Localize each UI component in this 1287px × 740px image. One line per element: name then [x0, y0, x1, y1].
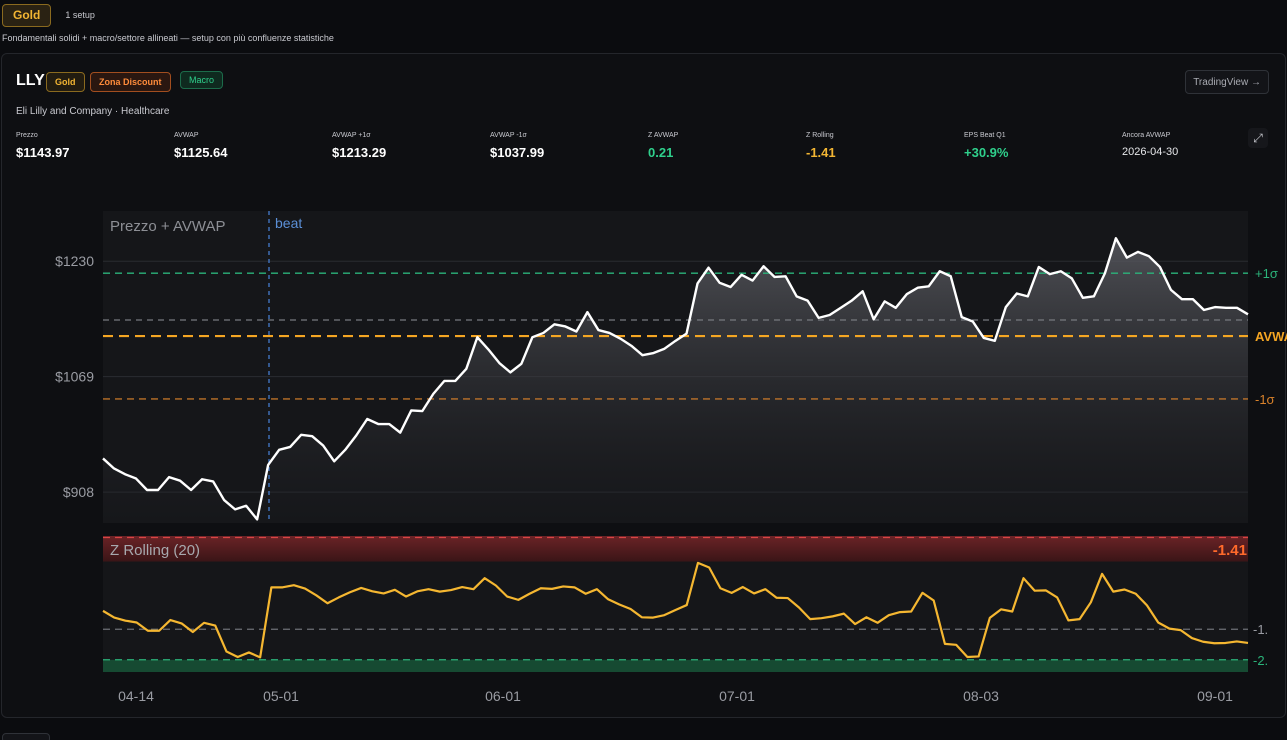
stat-value: 2026-04-30	[1122, 146, 1179, 158]
x-tick-label: 04-14	[118, 688, 154, 704]
stat-anchor-date: Ancora AVWAP 2026-04-30	[1122, 132, 1178, 158]
tier-description: Fondamentali solidi + macro/settore alli…	[2, 33, 334, 43]
x-tick-label: 09-01	[1197, 688, 1233, 704]
stat-label: Prezzo	[16, 132, 38, 139]
z-overbought-zone	[103, 536, 1248, 562]
stat-value: $1213.29	[332, 145, 387, 160]
price-panel-title: Prezzo + AVWAP	[110, 218, 225, 235]
ticker-symbol: LLY	[16, 72, 45, 89]
stat-label: Z Rolling	[806, 132, 834, 139]
stat-z-rolling: Z Rolling -1.41	[806, 132, 836, 160]
x-tick-label: 07-01	[719, 688, 755, 704]
stat-value: 0.21	[648, 145, 674, 160]
stat-label: EPS Beat Q1	[964, 132, 1006, 139]
stat-avwap: AVWAP $1125.64	[174, 132, 228, 160]
event-label: beat	[275, 215, 302, 231]
stat-label: Ancora AVWAP	[1122, 132, 1171, 139]
y-tick-label: $1230	[55, 253, 94, 269]
x-tick-label: 05-01	[263, 688, 299, 704]
x-tick-label: 06-01	[485, 688, 521, 704]
z-panel-title: Z Rolling (20)	[110, 542, 200, 559]
stat-eps-beat: EPS Beat Q1 +30.9%	[964, 132, 1008, 160]
stat-value: -1.41	[806, 145, 836, 160]
stat-avwap-upper: AVWAP +1σ $1213.29	[332, 132, 386, 160]
stat-avwap-lower: AVWAP -1σ $1037.99	[490, 132, 544, 160]
stat-label: AVWAP	[174, 132, 199, 139]
stat-z-avwap: Z AVWAP 0.21	[648, 132, 678, 160]
stat-value: $1143.97	[16, 145, 70, 160]
z-oversold-zone	[103, 659, 1248, 672]
badge-macro: Macro	[180, 71, 224, 89]
z-lower-label: -2.	[1253, 653, 1268, 668]
upper-band-label: +1σ	[1255, 266, 1278, 281]
stat-prezzo: Prezzo $1143.97	[16, 132, 70, 160]
y-tick-label: $908	[63, 484, 94, 500]
lower-band-label: -1σ	[1255, 392, 1275, 407]
price-area	[103, 238, 1248, 523]
stat-label: AVWAP -1σ	[490, 132, 527, 139]
z-line	[102, 561, 1249, 659]
badge-gold: Gold	[46, 72, 85, 92]
company-name: Eli Lilly and Company · Healthcare	[16, 106, 170, 117]
x-tick-label: 08-03	[963, 688, 999, 704]
tradingview-button[interactable]: TradingView →	[1185, 70, 1269, 94]
stat-label: Z AVWAP	[648, 132, 679, 139]
stat-value: $1125.64	[174, 145, 228, 160]
tier-chip-gold[interactable]: Gold	[2, 3, 52, 27]
avwap-label: AVWAP	[1255, 329, 1287, 344]
z-mid-label: -1.	[1253, 622, 1268, 637]
top-bar: Gold 1 setup	[0, 3, 95, 27]
expand-icon[interactable]: ⤢	[1248, 128, 1268, 148]
y-tick-label: $1069	[55, 369, 94, 385]
setup-count: 1 setup	[65, 10, 95, 20]
bottom-tab[interactable]	[2, 733, 50, 740]
stat-label: AVWAP +1σ	[332, 132, 371, 139]
stat-value: $1037.99	[490, 145, 545, 160]
badge-zona-discount: Zona Discount	[90, 72, 171, 92]
z-last-value: -1.41	[1213, 542, 1247, 559]
price-line	[102, 237, 1249, 521]
stat-value: +30.9%	[964, 145, 1009, 160]
